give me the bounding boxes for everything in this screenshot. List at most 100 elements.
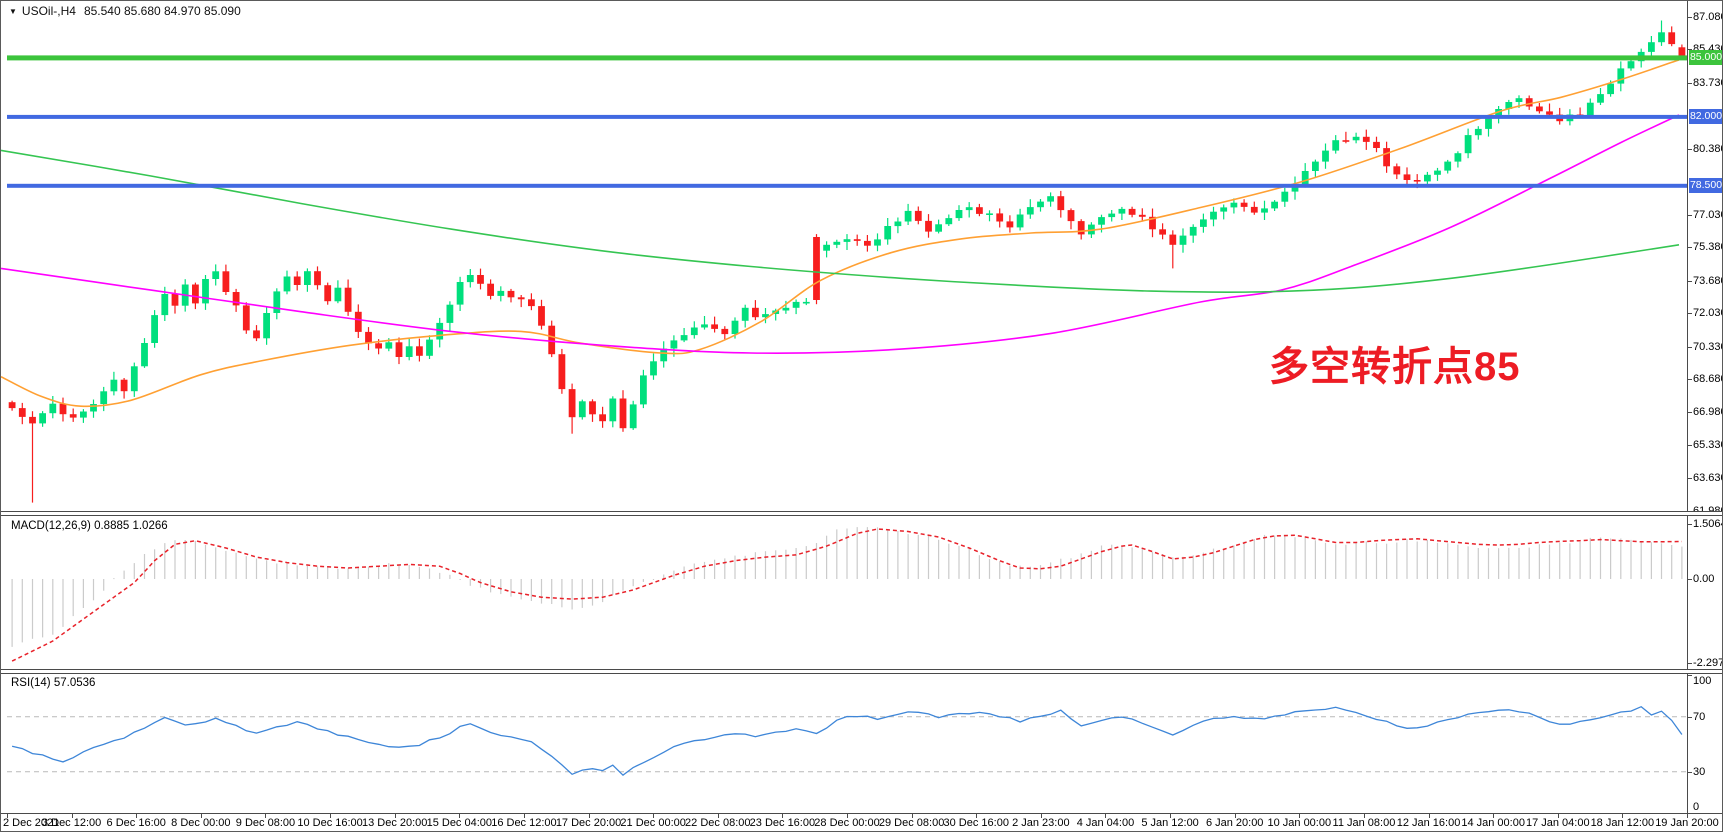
macd-histogram [11, 527, 1683, 647]
mid-ma-line [1, 114, 1680, 354]
macd-signal-line [11, 528, 1682, 662]
time-axis-label: 2 Jan 23:00 [1012, 817, 1070, 829]
price-badge-82.000: 82.000 [1689, 108, 1723, 124]
axis-tick [1687, 478, 1692, 479]
fast-ma-line [1, 59, 1680, 408]
time-axis-label: 13 Dec 20:00 [361, 817, 428, 829]
axis-tick [136, 814, 137, 818]
rsi-axis-label: 0 [1693, 801, 1700, 813]
axis-tick [524, 814, 525, 818]
time-axis-label: 29 Dec 08:00 [878, 817, 945, 829]
time-axis-label: 11 Jan 08:00 [1332, 817, 1396, 829]
axis-tick [1687, 313, 1692, 314]
slow-ma-line [1, 149, 1680, 293]
axis-tick [1687, 347, 1692, 348]
axis-tick [782, 814, 783, 818]
symbol-timeframe-label: USOil-,H4 [21, 4, 76, 18]
hline-85.000[interactable] [7, 55, 1687, 61]
time-axis-label: 4 Jan 04:00 [1076, 817, 1135, 829]
axis-tick [1687, 675, 1692, 676]
axis-tick [1687, 49, 1692, 50]
time-axis-label: 30 Dec 16:00 [943, 817, 1009, 829]
axis-tick [330, 814, 331, 818]
price-axis-label: 63.630 [1693, 472, 1722, 485]
macd-label: MACD(12,26,9) 0.8885 1.0266 [11, 520, 168, 532]
hline-78.500[interactable] [7, 183, 1687, 188]
price-axis-label: 66.980 [1693, 406, 1722, 419]
axis-tick [7, 814, 8, 818]
hline-82.000[interactable] [7, 114, 1687, 119]
axis-tick [1299, 814, 1300, 818]
rsi-panel-canvas[interactable] [1, 673, 1723, 813]
price-axis-border [1687, 1, 1688, 813]
time-axis-label: 2 Dec 2021 [3, 817, 60, 829]
time-axis-label: 10 Dec 16:00 [297, 817, 363, 829]
axis-tick [1687, 83, 1692, 84]
time-axis-label: 23 Dec 16:00 [749, 817, 816, 829]
time-axis-label: 15 Dec 04:00 [426, 817, 493, 829]
price-axis-label: 70.330 [1693, 340, 1722, 353]
time-axis-border [1, 813, 1722, 814]
time-axis-label: 3 Dec 12:00 [41, 817, 102, 829]
axis-tick [1687, 247, 1692, 248]
axis-tick [201, 814, 202, 818]
price-badge-78.500: 78.500 [1689, 177, 1723, 193]
time-axis-label: 12 Jan 16:00 [1396, 817, 1461, 829]
price-axis-label: 80.380 [1693, 142, 1722, 155]
rsi-axis-label: 70 [1693, 710, 1706, 723]
price-axis-label: 83.730 [1693, 76, 1722, 89]
axis-tick [718, 814, 719, 818]
axis-tick [1429, 814, 1430, 818]
axis-tick [1687, 663, 1692, 664]
axis-tick [1493, 814, 1494, 818]
candles[interactable] [8, 20, 1686, 503]
axis-tick [1558, 814, 1559, 818]
time-axis-label: 17 Jan 04:00 [1525, 817, 1590, 829]
time-axis-label: 14 Jan 00:00 [1461, 817, 1525, 829]
axis-tick [653, 814, 654, 818]
price-chart-canvas[interactable] [1, 1, 1723, 514]
macd-panel-canvas[interactable] [1, 515, 1723, 669]
chart-title: ▼ USOil-,H4 85.540 85.680 84.970 85.090 [9, 4, 241, 18]
axis-tick [1687, 281, 1692, 282]
axis-tick [1170, 814, 1171, 818]
axis-tick [1687, 445, 1692, 446]
axis-tick [912, 814, 913, 818]
time-axis-label: 18 Jan 12:00 [1590, 817, 1655, 829]
axis-tick [1041, 814, 1042, 818]
price-axis-label: 68.680 [1693, 373, 1722, 386]
rsi-line [11, 705, 1683, 777]
time-axis-label: 21 Dec 00:00 [620, 817, 686, 829]
ohlc-readout: 85.540 85.680 84.970 85.090 [83, 4, 241, 18]
time-axis-label: 10 Jan 00:00 [1267, 817, 1332, 829]
macd-axis-label: 0.00 [1693, 572, 1715, 585]
time-axis-label: 6 Dec 16:00 [106, 817, 166, 829]
panel-divider-2[interactable] [1, 669, 1722, 674]
time-axis-label: 17 Dec 20:00 [555, 817, 622, 829]
price-badge-85.000: 85.000 [1689, 49, 1723, 65]
axis-tick [1687, 412, 1692, 413]
annotation-text[interactable]: 多空转折点85 [1269, 345, 1521, 389]
price-axis-label: 75.380 [1693, 241, 1722, 254]
axis-tick [1687, 813, 1692, 814]
axis-tick [1364, 814, 1365, 818]
axis-tick [1687, 17, 1692, 18]
axis-tick [1235, 814, 1236, 818]
price-axis-label: 87.080 [1693, 10, 1722, 23]
price-axis-label: 77.030 [1693, 208, 1722, 221]
axis-tick [1687, 579, 1692, 580]
rsi-label: RSI(14) 57.0536 [11, 677, 96, 689]
macd-axis-label: -2.2978 [1693, 656, 1722, 669]
rsi-axis-label: 100 [1693, 675, 1712, 687]
axis-tick [847, 814, 848, 818]
axis-tick [1687, 215, 1692, 216]
symbol-dropdown-icon[interactable]: ▼ [9, 7, 17, 16]
axis-tick [459, 814, 460, 818]
axis-tick [589, 814, 590, 818]
axis-tick [72, 814, 73, 818]
axis-tick [1687, 524, 1692, 525]
axis-tick [1687, 772, 1692, 773]
time-axis-label: 22 Dec 08:00 [685, 817, 751, 829]
axis-tick [1622, 814, 1623, 818]
panel-divider[interactable] [1, 511, 1722, 516]
